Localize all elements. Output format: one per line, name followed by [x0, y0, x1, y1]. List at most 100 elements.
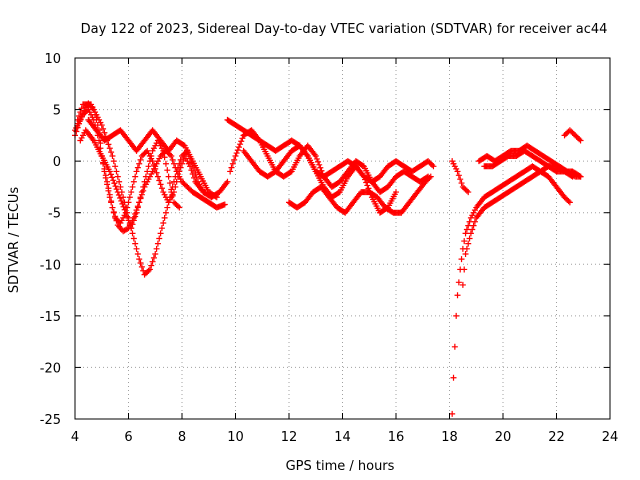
data-point [233, 150, 240, 157]
data-point [238, 138, 245, 145]
data-point [451, 343, 458, 350]
data-point [109, 174, 116, 181]
data-point [150, 162, 157, 169]
data-point [112, 163, 119, 170]
data-point [102, 174, 109, 181]
data-point [170, 160, 177, 167]
data-point [117, 183, 124, 190]
data-point [132, 240, 139, 247]
x-axis-label: GPS time / hours [286, 459, 395, 474]
data-point [165, 173, 172, 180]
data-point [157, 181, 164, 188]
data-point [228, 164, 235, 171]
data-point [465, 222, 472, 229]
data-point [136, 199, 143, 206]
data-point [136, 256, 143, 263]
data-point [461, 266, 468, 273]
x-tick-label: 22 [548, 430, 565, 445]
data-point [461, 238, 468, 245]
y-axis-label: SDTVAR / TECUs [7, 187, 22, 294]
series-arc-10 [449, 158, 472, 196]
y-tick-label: -15 [40, 310, 61, 325]
data-point [463, 187, 470, 194]
data-point [221, 201, 228, 208]
data-point [454, 168, 461, 175]
data-point [133, 209, 140, 216]
data-point [142, 149, 149, 156]
data-point [138, 189, 145, 196]
data-point [239, 135, 246, 142]
data-point [429, 162, 436, 169]
data-point [111, 180, 118, 187]
x-tick-labels: 4 6 8 10 12 14 16 18 20 22 24 [71, 430, 618, 445]
data-point [101, 168, 108, 175]
data-point [393, 189, 399, 196]
data-point [312, 152, 319, 159]
data-point [109, 152, 116, 159]
data-point [165, 199, 172, 206]
data-point [153, 245, 160, 252]
data-point [237, 141, 244, 148]
y-tick-labels: -25 -20 -15 -10 -5 0 5 10 [40, 52, 61, 428]
data-point [172, 173, 179, 180]
data-point [113, 186, 120, 193]
data-point [176, 204, 183, 211]
data-point [463, 226, 470, 233]
data-point [125, 217, 132, 224]
data-point [121, 206, 128, 213]
data-point [465, 189, 472, 196]
data-point [364, 182, 371, 189]
x-tick-label: 18 [441, 430, 458, 445]
data-point [234, 147, 241, 154]
y-tick-label: -25 [40, 413, 61, 428]
data-point [136, 160, 143, 167]
data-point [576, 136, 583, 143]
data-point [129, 230, 136, 237]
data-point [137, 156, 144, 163]
data-point [133, 168, 140, 175]
data-point [148, 262, 155, 269]
data-point [161, 214, 168, 221]
data-point [363, 179, 370, 186]
data-point [156, 235, 163, 242]
data-point [173, 168, 180, 175]
data-point [145, 163, 152, 170]
data-point [144, 168, 151, 175]
x-tick-label: 8 [178, 430, 186, 445]
data-point [174, 203, 181, 210]
data-point [458, 180, 465, 187]
data-point [126, 194, 133, 201]
data-point [360, 173, 367, 180]
y-tick-label: 5 [53, 104, 61, 119]
y-tick-label: -10 [40, 258, 61, 273]
axis-ticks [74, 57, 611, 420]
data-point [160, 147, 167, 154]
grid-lines [75, 58, 610, 419]
data-point [124, 213, 131, 220]
data-point [427, 173, 434, 180]
series-arc-11 [449, 163, 573, 417]
data-point [566, 199, 573, 206]
data-point [129, 183, 136, 190]
data-point [166, 194, 173, 201]
data-point [313, 155, 320, 162]
data-point [457, 176, 464, 183]
data-point [132, 213, 139, 220]
data-point [166, 151, 173, 158]
data-point [115, 192, 122, 199]
data-point [96, 137, 103, 144]
data-point [134, 250, 141, 257]
data-point [98, 122, 105, 129]
data-point [158, 225, 165, 232]
data-point [116, 178, 123, 185]
data-point [467, 230, 474, 237]
data-point [149, 258, 156, 265]
data-point [470, 222, 477, 229]
x-tick-label: 6 [124, 430, 132, 445]
data-point [130, 235, 137, 242]
data-point [137, 194, 144, 201]
data-point [132, 173, 139, 180]
x-tick-label: 24 [602, 430, 619, 445]
data-point [200, 189, 207, 196]
x-tick-label: 20 [495, 430, 512, 445]
